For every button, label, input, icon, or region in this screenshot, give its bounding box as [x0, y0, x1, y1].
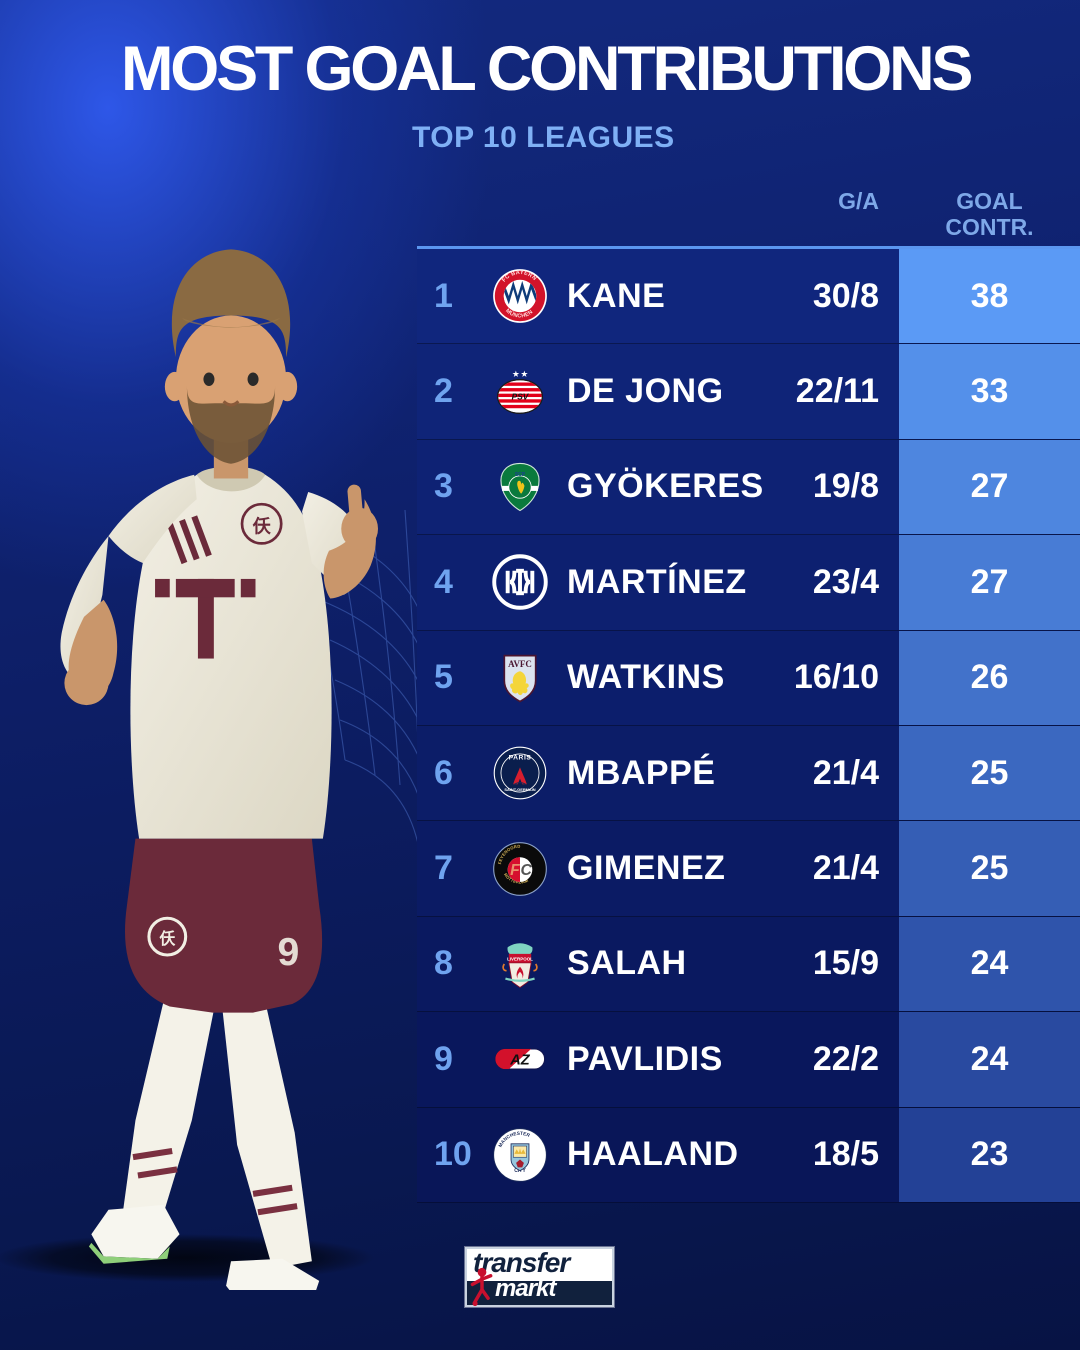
svg-text:C: C: [520, 862, 532, 879]
svg-text:SCP: SCP: [515, 472, 526, 478]
svg-text:F: F: [510, 862, 520, 879]
svg-text:★ ★: ★ ★: [511, 369, 528, 378]
svg-text:SAINT-GERMAIN: SAINT-GERMAIN: [504, 787, 535, 792]
svg-text:LIVERPOOL: LIVERPOOL: [507, 957, 533, 962]
svg-text:AVFC: AVFC: [508, 659, 532, 669]
svg-text:PSV: PSV: [512, 391, 530, 401]
svg-text:仸: 仸: [252, 515, 271, 536]
svg-text:仸: 仸: [159, 929, 176, 948]
svg-text:PARIS: PARIS: [509, 755, 532, 762]
svg-text:AZ: AZ: [509, 1053, 531, 1069]
svg-text:9: 9: [278, 931, 300, 974]
